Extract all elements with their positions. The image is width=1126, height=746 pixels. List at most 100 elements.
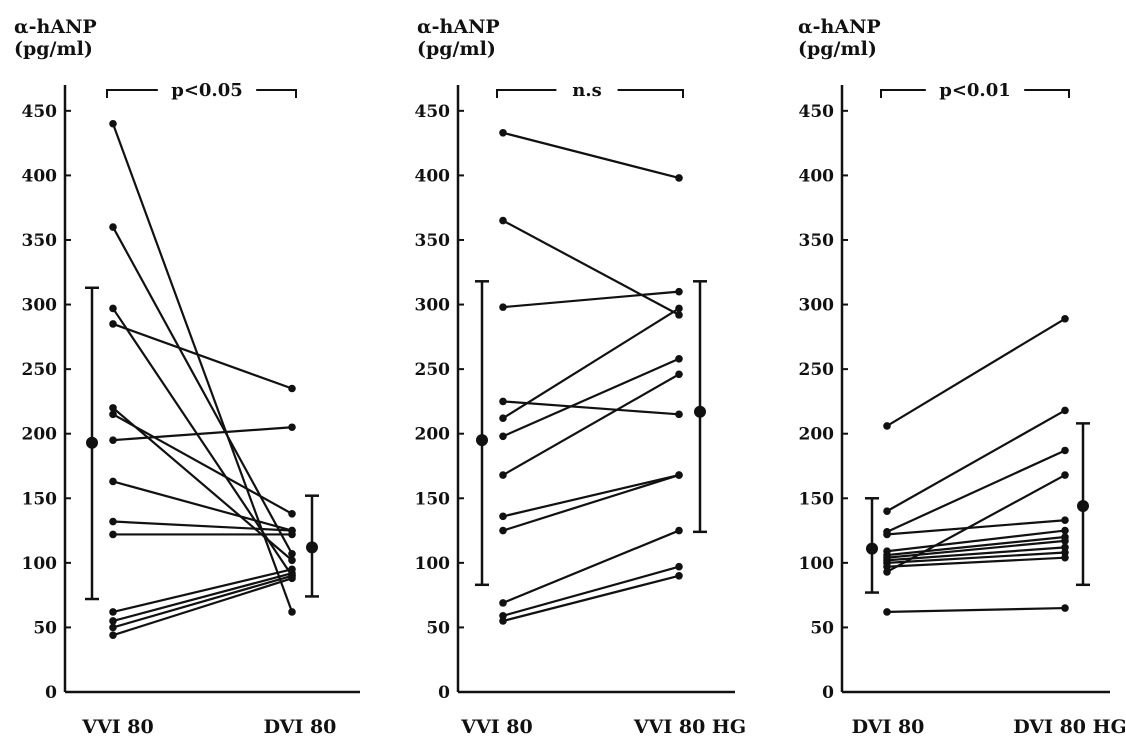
significance-bracket-right	[617, 89, 684, 98]
y-tick-label: 200	[22, 425, 58, 445]
significance-label: n.s	[572, 80, 602, 101]
data-point	[1061, 406, 1069, 415]
data-point	[675, 471, 683, 479]
data-point	[109, 304, 117, 313]
data-point	[288, 530, 296, 539]
data-point	[109, 530, 117, 539]
chart-panel-2: α-hANP (pg/ml) 0 50 100 150 200 250 300 350 400 4…	[375, 0, 750, 746]
y-tick-label: 200	[415, 425, 451, 445]
y-tick-label: 450	[22, 102, 58, 122]
x-category-label: DVI 80	[852, 716, 925, 738]
chart-panel-3: α-hANP (pg/ml) 0 50 100 150 200 250 300 350 400 4…	[750, 0, 1125, 746]
significance-bracket-left	[880, 89, 926, 98]
paired-line	[886, 449, 1066, 533]
data-point	[499, 599, 507, 607]
data-point	[675, 354, 683, 363]
data-point	[499, 617, 507, 625]
paired-line	[886, 519, 1066, 536]
significance-label: p<0.01	[939, 80, 1011, 101]
y-tick-label: 300	[22, 296, 58, 316]
data-point	[675, 311, 683, 319]
paired-line	[502, 219, 680, 316]
paired-line	[886, 474, 1066, 573]
paired-line	[112, 574, 293, 629]
y-tick-label: 400	[799, 166, 835, 186]
y-axis-unit: (pg/ml)	[417, 38, 496, 60]
chart-2-svg: 0 50 100 150 200 250 300 350 400 450 n.s VVI 80 VVI …	[415, 80, 747, 738]
paired-line	[886, 556, 1066, 568]
data-point	[109, 119, 117, 128]
data-point	[499, 414, 507, 423]
data-point	[109, 608, 117, 616]
paired-line	[112, 226, 293, 555]
data-point	[288, 608, 296, 616]
y-tick-label: 400	[415, 166, 451, 186]
paired-line	[502, 574, 680, 623]
data-point	[675, 410, 683, 419]
y-axis-unit: (pg/ml)	[14, 38, 93, 60]
x-category-label: DVI 80	[264, 716, 337, 738]
data-point	[675, 370, 683, 379]
paired-line	[112, 520, 293, 532]
paired-line	[112, 322, 293, 390]
paired-line	[112, 413, 293, 515]
data-point	[1061, 446, 1069, 455]
paired-line	[112, 407, 293, 562]
y-axis-label: α-hANP	[417, 16, 500, 38]
y-axis-unit: (pg/ml)	[798, 38, 877, 60]
mean-point	[1077, 500, 1089, 513]
y-tick-label: 250	[799, 360, 835, 380]
paired-line	[112, 572, 293, 623]
x-category-label: DVI 80 HG	[1013, 716, 1125, 738]
y-axis-label: α-hANP	[14, 16, 97, 38]
data-point	[1061, 537, 1069, 545]
data-point	[499, 303, 507, 311]
data-point	[499, 397, 507, 406]
data-point	[109, 617, 117, 625]
paired-line	[886, 317, 1066, 427]
y-tick-label: 100	[415, 554, 451, 574]
data-point	[499, 432, 507, 441]
data-point	[288, 556, 296, 565]
data-point	[109, 631, 117, 639]
data-point	[675, 571, 683, 580]
data-point	[109, 404, 117, 412]
data-point	[288, 574, 296, 583]
paired-line	[886, 529, 1066, 553]
y-tick-label: 150	[22, 489, 58, 509]
y-tick-label: 100	[799, 554, 835, 574]
significance-bracket-left	[496, 89, 557, 98]
mean-point	[866, 542, 878, 555]
data-point	[1061, 471, 1069, 479]
paired-line	[112, 568, 293, 613]
data-point	[1061, 314, 1069, 323]
data-point	[675, 526, 683, 535]
mean-point	[86, 436, 98, 449]
y-axis-title: α-hANP (pg/ml)	[798, 16, 881, 60]
paired-line	[502, 473, 680, 518]
y-tick-label: 150	[415, 489, 451, 509]
y-axis-title: α-hANP (pg/ml)	[417, 16, 500, 60]
y-tick-label: 250	[22, 360, 58, 380]
data-point	[1061, 526, 1069, 535]
paired-line	[112, 426, 293, 442]
mean-point	[306, 541, 318, 554]
y-tick-label: 200	[799, 425, 835, 445]
paired-line	[502, 131, 680, 180]
chart-panel-1: α-hANP (pg/ml) 0 50 100 150 200 250 300 350 400 4…	[0, 0, 375, 746]
data-point	[109, 517, 117, 526]
data-point	[675, 174, 683, 182]
paired-line	[502, 529, 680, 604]
y-axis-label: α-hANP	[798, 16, 881, 38]
data-point	[499, 526, 507, 535]
data-point	[499, 471, 507, 479]
y-tick-label: 0	[822, 683, 834, 703]
chart-3-svg: 0 50 100 150 200 250 300 350 400 450 p<0.01 DVI 80 D…	[799, 80, 1126, 738]
data-point	[883, 608, 891, 616]
x-category-label: VVI 80	[460, 716, 532, 738]
data-point	[109, 410, 117, 419]
paired-line	[886, 535, 1066, 557]
data-point	[109, 223, 117, 231]
data-point	[109, 623, 117, 632]
paired-line	[886, 546, 1066, 562]
